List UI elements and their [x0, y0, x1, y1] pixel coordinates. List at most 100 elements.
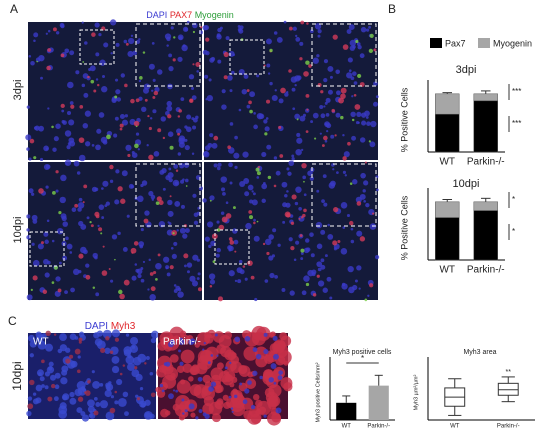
cell	[89, 221, 92, 224]
cell	[105, 336, 110, 341]
cell	[177, 152, 182, 156]
cell	[204, 74, 209, 79]
cell	[148, 258, 151, 262]
cell	[40, 76, 43, 80]
cell	[69, 140, 76, 147]
cell	[350, 227, 354, 231]
cell	[42, 289, 48, 294]
cell	[175, 169, 179, 172]
cell	[182, 44, 186, 48]
cell	[298, 206, 302, 211]
cell	[33, 156, 37, 160]
cell	[334, 134, 337, 137]
cell	[202, 374, 211, 384]
cell	[231, 376, 238, 384]
cell	[28, 157, 32, 161]
cell	[140, 402, 146, 408]
cell	[303, 247, 310, 254]
cell	[74, 348, 81, 355]
cell	[349, 45, 356, 51]
cell	[99, 59, 106, 66]
cell	[89, 65, 96, 72]
cell	[182, 26, 189, 32]
cell	[293, 258, 297, 261]
cell	[332, 240, 338, 246]
cell	[143, 218, 149, 224]
cell	[32, 259, 40, 267]
cell	[172, 389, 176, 392]
cell	[39, 376, 45, 382]
cell	[53, 333, 57, 336]
stain: DAPI	[146, 10, 167, 20]
cell	[188, 376, 194, 382]
cell	[59, 261, 62, 265]
cell	[242, 151, 249, 158]
cell	[60, 53, 65, 58]
cell	[48, 361, 54, 367]
cell	[312, 112, 319, 119]
legend-label: Pax7	[445, 38, 466, 48]
cell	[246, 104, 251, 109]
cell	[328, 182, 336, 189]
bar	[336, 402, 357, 420]
cell	[220, 176, 227, 183]
cell	[98, 227, 103, 232]
cell	[340, 87, 347, 94]
cell	[305, 60, 310, 65]
cell	[123, 279, 130, 286]
cell	[369, 33, 374, 38]
cell	[115, 78, 119, 82]
cell	[267, 411, 282, 426]
cell	[177, 115, 181, 118]
cell	[227, 75, 233, 81]
cell	[308, 64, 312, 68]
cell	[264, 279, 269, 283]
cell	[351, 95, 354, 98]
cell	[157, 253, 161, 257]
cell	[161, 389, 165, 393]
sig-mark: ***	[512, 119, 521, 128]
cell	[356, 111, 362, 117]
cell	[300, 252, 304, 256]
cell	[195, 416, 199, 420]
cell	[346, 72, 353, 79]
cell	[59, 402, 67, 410]
cell	[114, 116, 119, 121]
cell	[373, 48, 377, 52]
cell	[215, 384, 224, 393]
cell	[194, 342, 200, 348]
panel-label: B	[388, 2, 396, 16]
cell	[331, 108, 335, 113]
cell	[130, 336, 139, 345]
cell	[265, 38, 272, 45]
cell	[136, 268, 143, 275]
cell	[131, 251, 134, 254]
cell	[368, 48, 373, 54]
cell	[149, 413, 155, 419]
stain: Myogenin	[195, 10, 234, 20]
cell	[58, 410, 68, 419]
cell	[102, 245, 105, 248]
cell	[52, 27, 57, 32]
cell	[167, 131, 174, 137]
legend-label: Myogenin	[493, 38, 532, 48]
cell	[299, 115, 306, 122]
cell	[324, 254, 328, 258]
cell	[349, 220, 354, 226]
cell	[327, 89, 333, 95]
cell	[98, 32, 102, 37]
cell	[120, 198, 126, 204]
cell	[286, 167, 290, 171]
cell	[30, 60, 35, 66]
cell	[256, 220, 259, 223]
cell	[159, 383, 164, 388]
cell	[55, 170, 59, 174]
cell	[208, 78, 212, 82]
cell	[77, 396, 84, 402]
cell	[53, 136, 59, 142]
cell	[216, 354, 219, 357]
cell	[189, 384, 202, 396]
cell	[32, 392, 37, 396]
cell	[269, 272, 275, 279]
cell	[37, 340, 47, 350]
